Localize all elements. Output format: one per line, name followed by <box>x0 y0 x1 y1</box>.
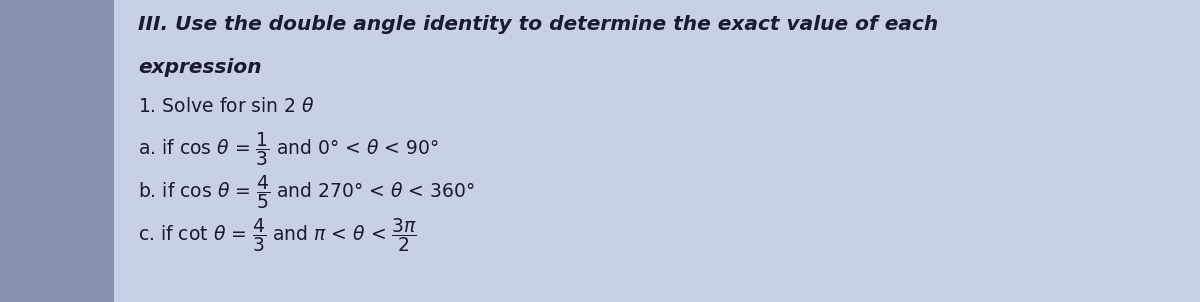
Text: a. if cos $\theta$ = $\dfrac{1}{3}$ and 0° < $\theta$ < 90°: a. if cos $\theta$ = $\dfrac{1}{3}$ and … <box>138 130 439 168</box>
Text: 1. Solve for sin 2 $\theta$: 1. Solve for sin 2 $\theta$ <box>138 97 314 116</box>
Text: III. Use the double angle identity to determine the exact value of each: III. Use the double angle identity to de… <box>138 15 938 34</box>
Bar <box>0 0 114 302</box>
Text: expression: expression <box>138 58 262 77</box>
Text: c. if cot $\theta$ = $\dfrac{4}{3}$ and $\pi$ < $\theta$ < $\dfrac{3\pi}{2}$: c. if cot $\theta$ = $\dfrac{4}{3}$ and … <box>138 216 418 254</box>
Text: b. if cos $\theta$ = $\dfrac{4}{5}$ and 270° < $\theta$ < 360°: b. if cos $\theta$ = $\dfrac{4}{5}$ and … <box>138 173 475 211</box>
